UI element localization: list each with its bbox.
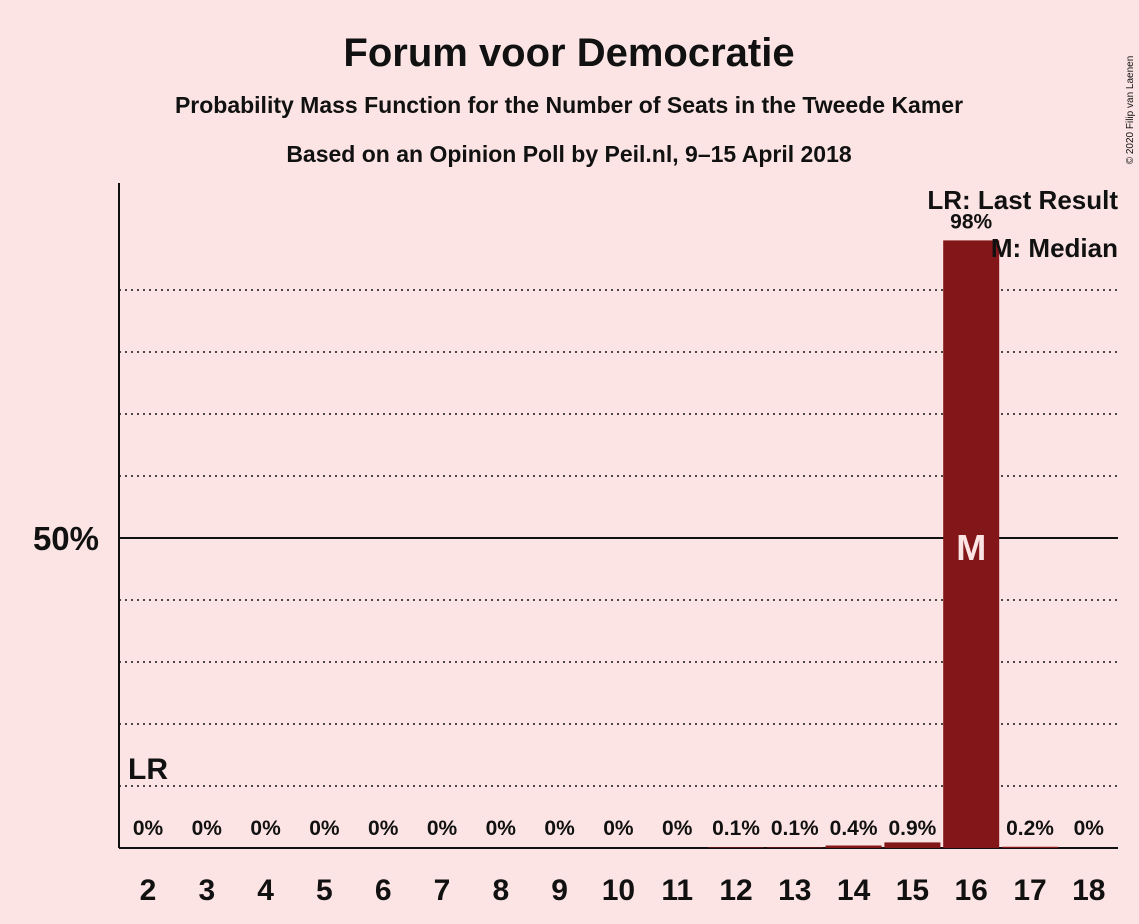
x-tick-label-15: 15 bbox=[896, 874, 929, 907]
x-tick-label-12: 12 bbox=[719, 874, 752, 907]
x-tick-label-11: 11 bbox=[661, 874, 693, 907]
data-label-10: 0% bbox=[603, 817, 634, 840]
data-label-2: 0% bbox=[133, 817, 164, 840]
x-tick-label-5: 5 bbox=[316, 874, 333, 907]
data-label-12: 0.1% bbox=[712, 817, 760, 840]
bar-14 bbox=[825, 845, 882, 848]
legend-last-result: LR: Last Result bbox=[927, 185, 1118, 215]
data-label-4: 0% bbox=[250, 817, 281, 840]
legend-median: M: Median bbox=[991, 233, 1118, 263]
x-tick-label-17: 17 bbox=[1013, 874, 1046, 907]
chart-subtitle-1: Probability Mass Function for the Number… bbox=[175, 92, 963, 118]
x-tick-label-4: 4 bbox=[257, 874, 274, 907]
x-tick-label-6: 6 bbox=[375, 874, 392, 907]
gridlines bbox=[119, 289, 1118, 787]
data-label-15: 0.9% bbox=[888, 817, 936, 840]
data-label-13: 0.1% bbox=[771, 817, 819, 840]
x-tick-label-2: 2 bbox=[140, 874, 157, 907]
data-label-17: 0.2% bbox=[1006, 817, 1054, 840]
last-result-marker: LR bbox=[128, 753, 168, 786]
x-tick-label-3: 3 bbox=[198, 874, 215, 907]
data-label-8: 0% bbox=[486, 817, 517, 840]
x-tick-label-16: 16 bbox=[955, 874, 988, 907]
x-tick-label-10: 10 bbox=[602, 874, 635, 907]
data-label-18: 0% bbox=[1074, 817, 1105, 840]
chart-title: Forum voor Democratie bbox=[343, 31, 794, 75]
data-label-11: 0% bbox=[662, 817, 693, 840]
chart-subtitle-2: Based on an Opinion Poll by Peil.nl, 9–1… bbox=[286, 141, 852, 167]
median-marker: M bbox=[956, 527, 986, 568]
x-tick-label-18: 18 bbox=[1072, 874, 1105, 907]
data-label-5: 0% bbox=[309, 817, 340, 840]
copyright-notice: © 2020 Filip van Laenen bbox=[1125, 56, 1136, 165]
data-label-16: 98% bbox=[950, 210, 992, 233]
x-tick-label-8: 8 bbox=[492, 874, 509, 907]
y-tick-label-50: 50% bbox=[33, 520, 99, 557]
bar-17 bbox=[1002, 846, 1058, 848]
x-tick-label-13: 13 bbox=[778, 874, 811, 907]
bar-15 bbox=[884, 842, 941, 848]
bar-13 bbox=[766, 847, 823, 848]
data-label-3: 0% bbox=[192, 817, 223, 840]
data-label-7: 0% bbox=[427, 817, 458, 840]
x-tick-label-14: 14 bbox=[837, 874, 871, 907]
data-label-14: 0.4% bbox=[830, 817, 878, 840]
data-labels: 0% 0% 0% 0% 0% 0% 0% 0% 0% 0% 0.1% 0.1% 0.4% 0.9% 98% 0… bbox=[133, 210, 1104, 840]
bar-12 bbox=[708, 847, 764, 848]
data-label-9: 0% bbox=[544, 817, 575, 840]
data-label-6: 0% bbox=[368, 817, 399, 840]
bar-16 bbox=[943, 240, 1000, 848]
bars bbox=[708, 240, 1058, 848]
x-tick-labels: 2 3 4 5 6 7 8 9 10 11 12 13 14 15 16 17 18 bbox=[140, 874, 1106, 907]
x-tick-label-7: 7 bbox=[434, 874, 451, 907]
x-tick-label-9: 9 bbox=[551, 874, 568, 907]
